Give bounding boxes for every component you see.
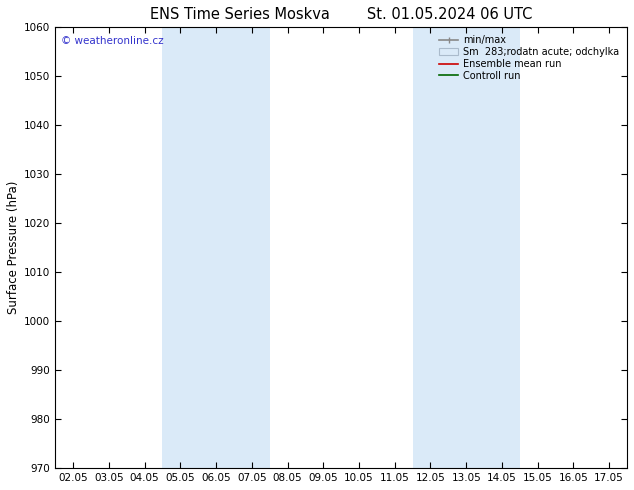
Y-axis label: Surface Pressure (hPa): Surface Pressure (hPa) (7, 181, 20, 315)
Legend: min/max, Sm  283;rodatn acute; odchylka, Ensemble mean run, Controll run: min/max, Sm 283;rodatn acute; odchylka, … (436, 32, 622, 84)
Title: ENS Time Series Moskva        St. 01.05.2024 06 UTC: ENS Time Series Moskva St. 01.05.2024 06… (150, 7, 533, 22)
Text: © weatheronline.cz: © weatheronline.cz (61, 36, 164, 46)
Bar (413, 27, 520, 468)
Bar (162, 27, 269, 468)
